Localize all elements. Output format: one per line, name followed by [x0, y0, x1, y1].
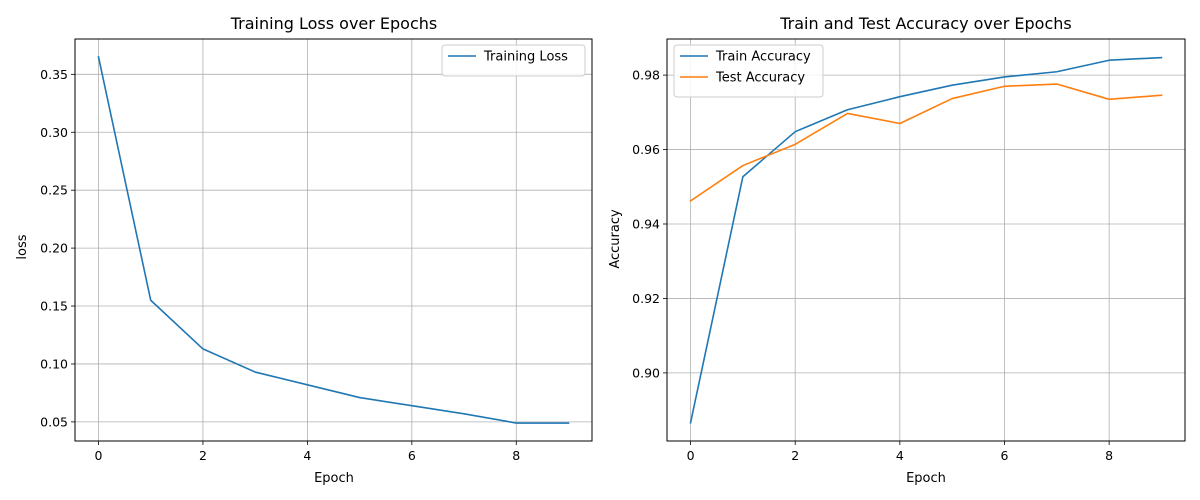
series [97, 56, 570, 424]
y-axis-label: Accuracy [608, 209, 623, 269]
y-tick-label: 0.90 [632, 365, 660, 380]
grid [667, 39, 1185, 441]
series [689, 56, 1163, 424]
test-accuracy-line [689, 83, 1163, 203]
x-axis-label: Epoch [314, 471, 354, 486]
y-tick-label: 0.30 [40, 125, 68, 140]
x-axis-label: Epoch [906, 471, 946, 486]
training-loss-line [97, 56, 570, 424]
y-tick-label: 0.20 [40, 241, 68, 256]
ticks: 0 2 4 6 8 0.05 0.10 0.15 0.20 0.25 0.30 0.35 [40, 67, 520, 463]
legend: Training Loss [441, 44, 586, 77]
y-axis-label: loss [15, 234, 30, 259]
plot-frame [74, 38, 593, 442]
chart-title: Train and Test Accuracy over Epochs [779, 14, 1071, 33]
training-loss-chart: Training Loss over Epochs Epoch loss 0 2 4… [15, 14, 593, 486]
x-tick-label: 6 [408, 448, 416, 463]
chart-title: Training Loss over Epochs [230, 14, 438, 33]
x-tick-label: 2 [791, 448, 799, 463]
x-tick-label: 0 [95, 448, 103, 463]
legend-box [441, 44, 586, 77]
y-tick-label: 0.15 [40, 299, 68, 314]
legend-label: Train Accuracy [715, 50, 811, 65]
x-tick-label: 0 [687, 448, 695, 463]
x-tick-label: 8 [512, 448, 520, 463]
legend-box [673, 44, 824, 98]
y-tick-label: 0.05 [40, 414, 68, 429]
legend: Train Accuracy Test Accuracy [673, 44, 824, 98]
accuracy-chart: Train and Test Accuracy over Epochs Epoc… [608, 14, 1186, 486]
plot-frame [666, 38, 1186, 442]
x-tick-label: 4 [303, 448, 311, 463]
x-tick-label: 4 [896, 448, 904, 463]
ticks: 0 2 4 6 8 0.90 0.92 0.94 0.96 0.98 [632, 68, 1113, 463]
y-tick-label: 0.25 [40, 183, 68, 198]
y-tick-label: 0.10 [40, 356, 68, 371]
legend-label: Test Accuracy [715, 71, 805, 86]
y-tick-label: 0.92 [632, 291, 660, 306]
y-tick-label: 0.94 [632, 216, 660, 231]
x-tick-label: 8 [1105, 448, 1113, 463]
y-tick-label: 0.35 [40, 67, 68, 82]
x-tick-label: 6 [1001, 448, 1009, 463]
y-tick-label: 0.98 [632, 68, 660, 83]
y-tick-label: 0.96 [632, 142, 660, 157]
x-tick-label: 2 [199, 448, 207, 463]
legend-label: Training Loss [483, 50, 568, 65]
